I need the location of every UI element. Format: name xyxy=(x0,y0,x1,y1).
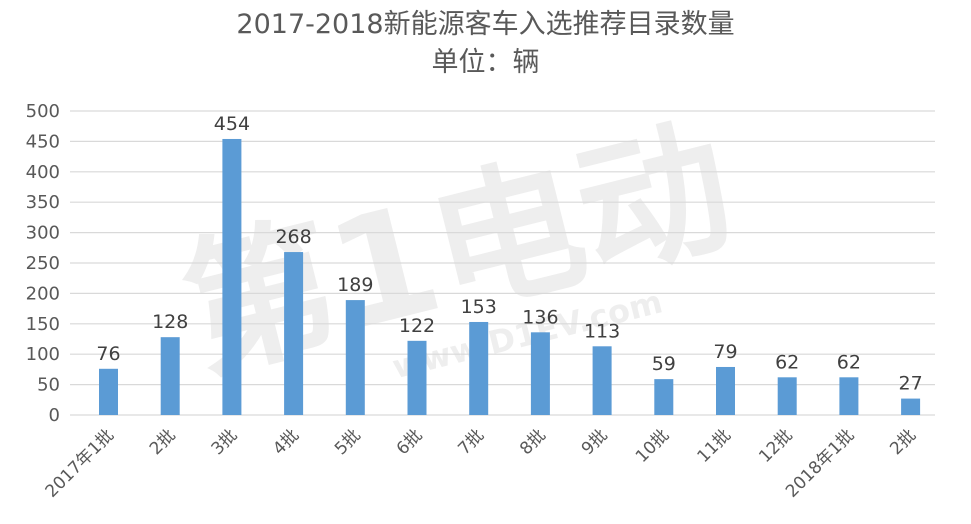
bar-12 xyxy=(777,377,797,415)
bar-10 xyxy=(654,379,674,415)
x-tick-label-9: 9批 xyxy=(578,425,612,459)
bar-2 xyxy=(160,337,180,415)
x-tick-label-6: 6批 xyxy=(393,425,427,459)
data-labels: 76 128 454 268 189 122 153 136 113 59 79 62 62 27 xyxy=(96,113,922,395)
bar-6 xyxy=(407,340,427,415)
x-tick-label-10: 10批 xyxy=(632,425,673,466)
data-label-10: 59 xyxy=(652,353,676,375)
data-label-8: 136 xyxy=(522,306,558,328)
y-tick-label-200: 200 xyxy=(26,283,60,304)
x-tick-label-3: 3批 xyxy=(208,425,242,459)
data-label-11: 79 xyxy=(713,341,737,363)
x-tick-label-11: 11批 xyxy=(694,425,735,466)
data-label-6: 122 xyxy=(399,315,435,337)
chart-subtitle: 单位：辆 xyxy=(431,47,540,78)
chart-title: 2017-2018新能源客车入选推荐目录数量 xyxy=(236,9,735,40)
y-tick-label-50: 50 xyxy=(37,375,60,396)
data-label-14: 27 xyxy=(899,373,923,395)
data-label-7: 153 xyxy=(461,296,497,318)
bar-7 xyxy=(469,321,489,415)
bars xyxy=(99,138,921,415)
y-tick-label-400: 400 xyxy=(26,162,60,183)
y-tick-label-450: 450 xyxy=(26,131,60,152)
data-label-13: 62 xyxy=(837,351,861,373)
x-tick-label-12: 12批 xyxy=(755,425,796,466)
y-tick-label-500: 500 xyxy=(26,101,60,122)
y-tick-label-300: 300 xyxy=(26,223,60,244)
y-tick-label-350: 350 xyxy=(26,192,60,213)
bar-3 xyxy=(222,138,242,415)
data-label-5: 189 xyxy=(337,274,373,296)
bar-11 xyxy=(716,366,735,415)
y-tick-label-150: 150 xyxy=(26,314,60,335)
x-tick-label-8: 8批 xyxy=(516,425,550,459)
y-tick-label-250: 250 xyxy=(26,253,60,274)
x-tick-label-1: 2017年1批 xyxy=(42,425,118,501)
bar-5 xyxy=(345,300,365,415)
bar-8 xyxy=(530,332,550,415)
x-tick-label-5: 5批 xyxy=(331,425,365,459)
y-tick-label-100: 100 xyxy=(26,344,60,365)
y-tick-label-0: 0 xyxy=(49,405,60,426)
bar-4 xyxy=(284,252,304,415)
data-label-3: 454 xyxy=(214,113,250,135)
data-label-1: 76 xyxy=(96,343,120,365)
x-tick-label-7: 7批 xyxy=(454,425,488,459)
data-label-9: 113 xyxy=(584,320,620,342)
bar-14 xyxy=(901,398,921,415)
bar-1 xyxy=(99,368,118,415)
data-label-4: 268 xyxy=(275,226,311,248)
x-tick-label-14: 2批 xyxy=(886,425,920,459)
bar-9 xyxy=(592,346,612,415)
bar-13 xyxy=(839,377,859,415)
data-label-12: 62 xyxy=(775,351,799,373)
data-label-2: 128 xyxy=(152,311,188,333)
x-tick-label-2: 2批 xyxy=(146,425,180,459)
x-tick-label-4: 4批 xyxy=(269,425,303,459)
y-axis-tick-labels: 0 50 100 150 200 250 300 350 400 450 500 xyxy=(26,101,60,426)
